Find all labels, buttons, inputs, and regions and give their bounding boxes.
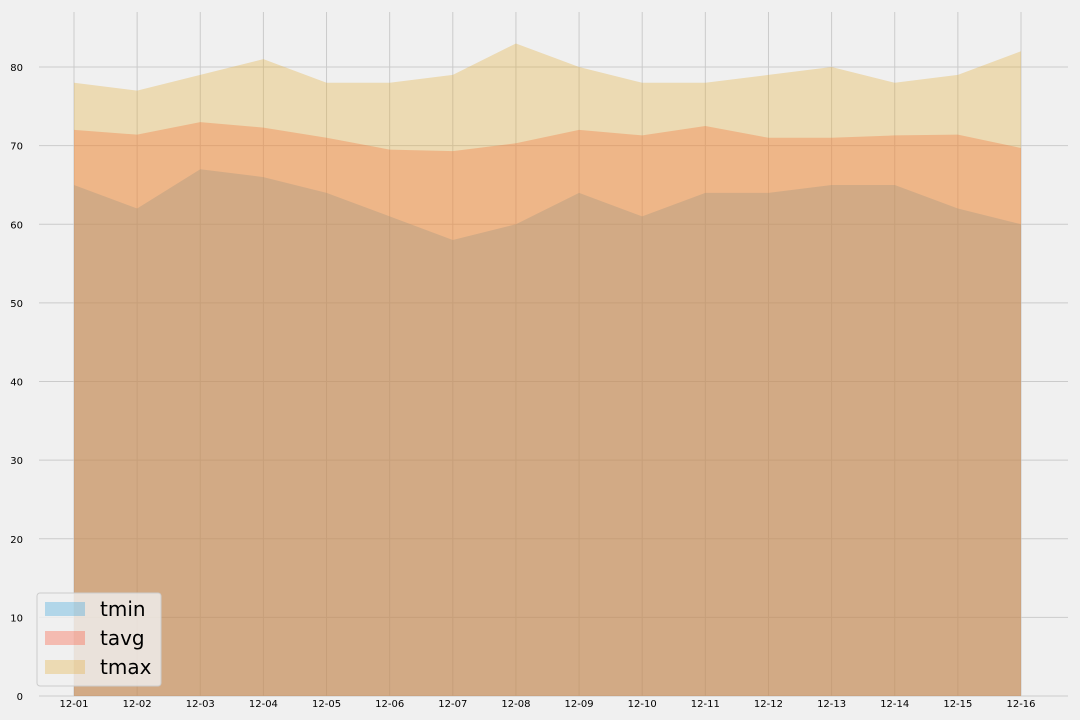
legend-label-tavg: tavg [100,626,145,650]
y-tick-label: 40 [10,378,23,389]
x-tick-label: 12-05 [312,699,341,710]
x-tick-label: 12-01 [59,699,88,710]
x-tick-label: 12-12 [754,699,783,710]
y-tick-label: 0 [17,692,23,703]
x-tick-label: 12-06 [375,699,404,710]
x-tick-label: 12-13 [817,699,846,710]
x-tick-label: 12-15 [943,699,972,710]
legend-box [36,592,162,687]
x-tick-label: 12-02 [123,699,152,710]
y-tick-label: 20 [10,535,23,546]
legend-label-tmax: tmax [100,655,152,679]
legend-swatch-tavg [45,631,85,645]
y-tick-label: 30 [10,456,23,467]
x-tick-label: 12-10 [628,699,657,710]
x-tick-label: 12-16 [1006,699,1035,710]
legend: tmin tavg tmax [36,592,162,687]
x-tick-label: 12-09 [565,699,594,710]
area-tmin [74,169,1021,696]
x-tick-label: 12-03 [186,699,215,710]
x-tick-label: 12-04 [249,699,278,710]
y-tick-label: 60 [10,220,23,231]
x-tick-label: 12-08 [501,699,530,710]
area-tavg [74,122,1021,696]
x-tick-label: 12-07 [438,699,467,710]
x-axis-ticks: 12-01 12-02 12-03 12-04 12-05 12-06 12-07 12-08… [59,699,1035,710]
grid-lines [39,12,1068,697]
y-axis-ticks: 0 10 20 30 40 50 60 70 80 [10,63,23,703]
y-tick-label: 80 [10,63,23,74]
legend-swatch-tmax [45,660,85,674]
y-tick-label: 50 [10,299,23,310]
y-tick-label: 70 [10,142,23,153]
area-tmax [74,43,1021,696]
area-series [74,43,1021,696]
legend-label-tmin: tmin [100,597,146,621]
legend-swatch-tmin [45,602,85,616]
y-tick-label: 10 [10,613,23,624]
x-tick-label: 12-11 [691,699,720,710]
x-tick-label: 12-14 [880,699,909,710]
